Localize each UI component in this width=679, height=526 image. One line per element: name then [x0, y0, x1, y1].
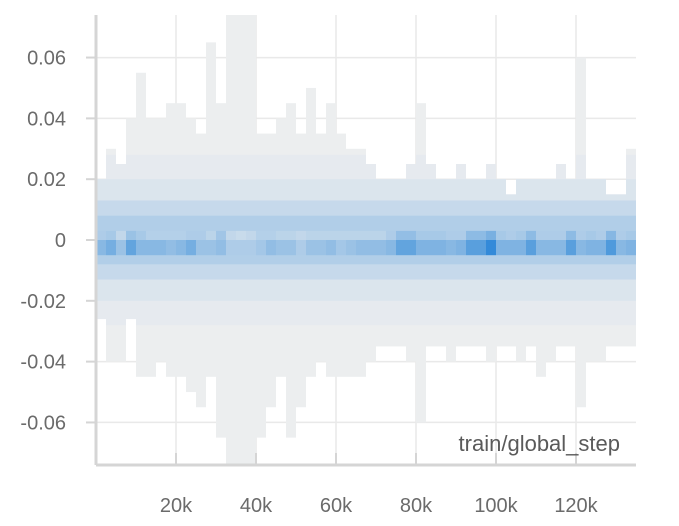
x-tick-label-1: 40k — [240, 495, 273, 517]
heatmap-cell-core — [226, 240, 236, 256]
heatmap-cell-core — [256, 240, 266, 256]
heatmap-cell-core — [576, 240, 586, 256]
heatmap-cell-core — [106, 240, 116, 256]
heatmap-cell-core — [626, 240, 636, 256]
heatmap-cell-core — [116, 240, 126, 256]
heatmap-cell-core — [396, 240, 406, 256]
heatmap-cell-core — [496, 240, 506, 256]
heatmap-cell-core — [166, 240, 176, 256]
heatmap-cell-core — [176, 240, 186, 256]
heatmap-cell-core — [96, 240, 106, 256]
heatmap-cells — [96, 15, 636, 465]
heatmap-cell-core — [616, 240, 626, 256]
heatmap-cell-core — [206, 240, 216, 256]
heatmap-cell-core — [526, 240, 536, 256]
heatmap-cell-core — [356, 240, 366, 256]
heatmap-cell-core — [326, 240, 336, 256]
y-tick-label-5: -0.04 — [20, 352, 66, 374]
heatmap-cell-core — [246, 240, 256, 256]
x-tick-label-4: 100k — [474, 495, 518, 517]
heatmap-cell-core — [306, 240, 316, 256]
heatmap-cell-core — [536, 240, 546, 256]
heatmap-cell-core — [446, 240, 456, 256]
heatmap-cell-core — [486, 240, 496, 256]
heatmap-cell-core — [506, 240, 516, 256]
heatmap-cell-core — [366, 240, 376, 256]
heatmap-cell-core — [416, 240, 426, 256]
x-axis-title: train/global_step — [459, 431, 620, 456]
heatmap-cell-core — [286, 240, 296, 256]
heatmap-cell-core — [386, 240, 396, 256]
y-tick-label-3: 0 — [55, 230, 66, 252]
y-tick-label-4: -0.02 — [20, 291, 66, 313]
heatmap-cell-core — [436, 240, 446, 256]
y-tick-label-6: -0.06 — [20, 412, 66, 434]
heatmap-cell-core — [516, 240, 526, 256]
x-tick-label-0: 20k — [160, 495, 193, 517]
heatmap-cell-core — [236, 240, 246, 256]
heatmap-cell-core — [406, 240, 416, 256]
heatmap-cell-core — [466, 240, 476, 256]
heatmap-cell-core — [276, 240, 286, 256]
x-tick-label-5: 120k — [554, 495, 598, 517]
y-tick-label-0: 0.06 — [27, 48, 66, 70]
heatmap-cell-core — [126, 240, 136, 256]
y-tick-label-2: 0.02 — [27, 169, 66, 191]
heatmap-cell-core — [216, 240, 226, 256]
heatmap-cell-core — [316, 240, 326, 256]
heatmap-cell-core — [336, 240, 346, 256]
heatmap-cell-core — [296, 240, 306, 256]
heatmap-cell-core — [476, 240, 486, 256]
x-ticks: 20k 40k 60k 80k 100k 120k — [160, 453, 599, 517]
heatmap-cell-core — [596, 240, 606, 256]
heatmap-cell-core — [376, 240, 386, 256]
x-tick-label-3: 80k — [400, 495, 433, 517]
heatmap-cell-core — [456, 240, 466, 256]
heatmap-cell-core — [606, 240, 616, 256]
y-ticks: 0.06 0.04 0.02 0 -0.02 -0.04 -0.06 — [20, 48, 96, 434]
y-tick-label-1: 0.04 — [27, 108, 66, 130]
heatmap-cell-core — [426, 240, 436, 256]
heatmap-cell-core — [196, 240, 206, 256]
heatmap-cell-core — [136, 240, 146, 256]
heatmap-cell-core — [266, 240, 276, 256]
heatmap-cell-core — [566, 240, 576, 256]
heatmap-cell-core — [146, 240, 156, 256]
heatmap-cell-core — [156, 240, 166, 256]
heatmap-cell-core — [586, 240, 596, 256]
x-tick-label-2: 60k — [320, 495, 353, 517]
heatmap-cell-core — [556, 240, 566, 256]
heatmap-cell-core — [186, 240, 196, 256]
heatmap-cell-core — [546, 240, 556, 256]
heatmap-cell-core — [346, 240, 356, 256]
